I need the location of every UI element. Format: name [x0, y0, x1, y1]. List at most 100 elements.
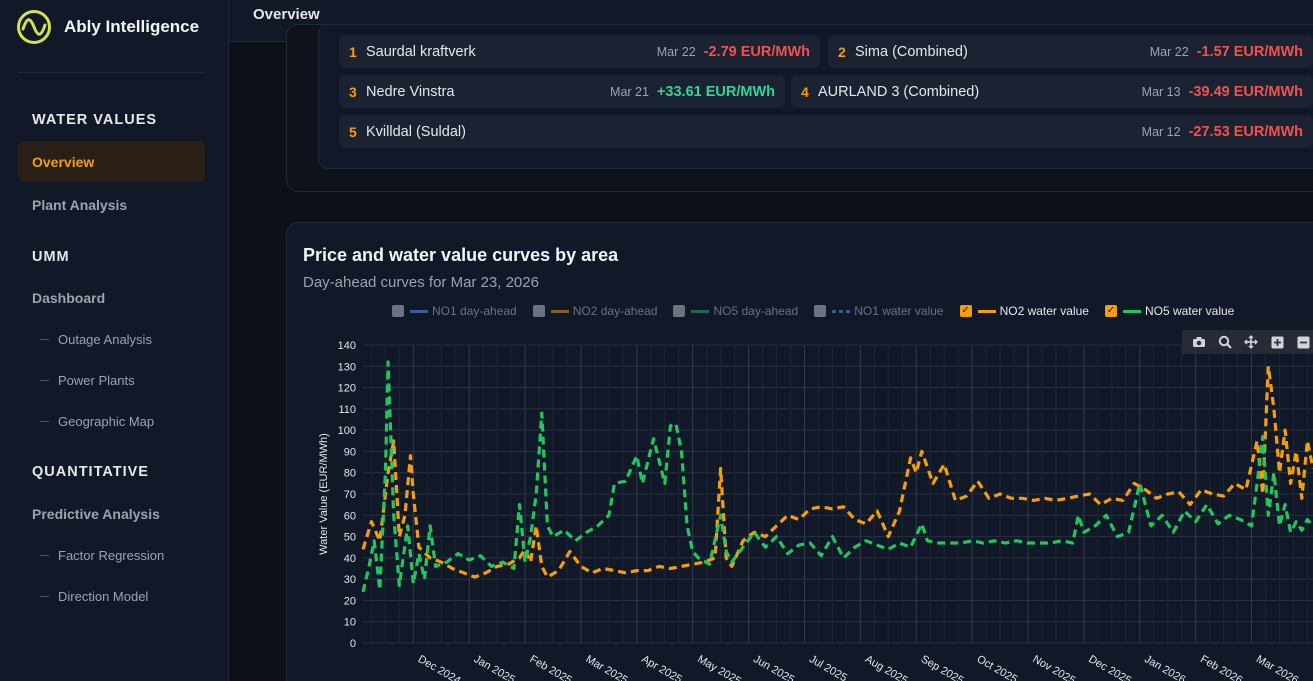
water-value-chart[interactable]: 0 10 20 30 40 50 60 70 80 90 100 110 120 130 140 Dec 20…	[300, 330, 1313, 681]
x-tick-label: Nov 2025	[1031, 653, 1078, 681]
plant-name: Nedre Vinstra	[366, 83, 455, 100]
legend-swatch	[832, 309, 851, 313]
x-tick-label: Feb 2025	[528, 653, 574, 681]
pan-icon[interactable]	[1244, 334, 1258, 350]
legend-item-no2-water-value[interactable]: ✓ NO2 water value	[959, 304, 1089, 318]
y-axis-label: Water Value (EUR/MWh)	[318, 433, 330, 555]
plant-name: AURLAND 3 (Combined)	[818, 83, 980, 100]
change-date: Mar 21	[610, 84, 649, 99]
change-value: -1.57 EUR/MWh	[1196, 43, 1303, 60]
chart-title: Price and water value curves by area	[303, 245, 619, 265]
x-tick-label: Mar 2025	[583, 653, 629, 681]
chart-legend: NO1 day-ahead NO2 day-ahead NO5 day-ahea…	[392, 304, 1250, 318]
x-tick-label: Apr 2025	[639, 653, 684, 681]
rank-number: 3	[349, 83, 357, 100]
sidebar-subitem-power-plants[interactable]: Power Plants	[40, 373, 135, 388]
sidebar-item-predictive-analysis[interactable]: Predictive Analysis	[32, 506, 160, 522]
sidebar-subitem-outage-analysis[interactable]: Outage Analysis	[40, 332, 152, 347]
legend-label: NO2 water value	[999, 304, 1089, 318]
y-tick-label: 120	[338, 383, 356, 395]
rank-number: 5	[349, 123, 357, 140]
y-tick-label: 20	[344, 595, 356, 607]
zoom-icon[interactable]	[1218, 334, 1232, 350]
legend-item-no2-day-ahead[interactable]: NO2 day-ahead	[532, 304, 657, 318]
chart-modebar	[1182, 330, 1313, 354]
checkbox[interactable]	[673, 305, 686, 317]
sidebar: Ably Intelligence WATER VALUES Overview …	[0, 0, 229, 681]
legend-item-no1-day-ahead[interactable]: NO1 day-ahead	[392, 304, 517, 318]
x-tick-label: Feb 2026	[1198, 653, 1244, 681]
rank-number: 2	[838, 43, 846, 60]
list-item[interactable]: 5 Kvilldal (Suldal) Mar 12 -27.53 EUR/MW…	[339, 115, 1313, 148]
legend-label: NO5 day-ahead	[713, 304, 799, 318]
plant-name: Saurdal kraftverk	[366, 43, 476, 60]
x-tick-label: May 2025	[695, 653, 743, 681]
list-item[interactable]: 4 AURLAND 3 (Combined) Mar 13 -39.49 EUR…	[791, 75, 1313, 108]
zoom-in-icon[interactable]	[1270, 334, 1284, 350]
x-tick-label: Jan 2025	[472, 653, 517, 681]
list-item[interactable]: 3 Nedre Vinstra Mar 21 +33.61 EUR/MWh	[339, 75, 785, 108]
y-tick-label: 110	[338, 404, 356, 416]
page-title: Overview	[253, 6, 320, 23]
sidebar-item-dashboard[interactable]: Dashboard	[32, 290, 106, 306]
y-tick-label: 90	[344, 446, 356, 458]
sidebar-item-overview[interactable]: Overview	[18, 141, 205, 182]
section-title-quantitative: QUANTITATIVE	[32, 464, 149, 480]
chart-subtitle: Day-ahead curves for Mar 23, 2026	[303, 274, 539, 291]
y-tick-label: 0	[350, 638, 356, 650]
y-tick-label: 50	[344, 532, 356, 544]
legend-label: NO1 water value	[854, 304, 944, 318]
checkbox-checked[interactable]: ✓	[1104, 305, 1117, 317]
sidebar-subitem-direction-model[interactable]: Direction Model	[40, 589, 148, 604]
series-line-no2-water-value	[361, 364, 1313, 579]
ably-logo-icon	[17, 10, 51, 44]
y-tick-label: 30	[344, 574, 356, 586]
list-item[interactable]: 2 Sima (Combined) Mar 22 -1.57 EUR/MWh	[828, 35, 1313, 68]
x-tick-label: Dec 2024	[416, 653, 463, 681]
section-title-umm: UMM	[32, 249, 70, 265]
change-value: -2.79 EUR/MWh	[703, 43, 810, 60]
legend-item-no5-day-ahead[interactable]: NO5 day-ahead	[673, 304, 798, 318]
change-value: +33.61 EUR/MWh	[656, 83, 775, 100]
change-value: -27.53 EUR/MWh	[1188, 123, 1303, 140]
list-item[interactable]: 1 Saurdal kraftverk Mar 22 -2.79 EUR/MWh	[339, 35, 820, 68]
y-tick-label: 60	[344, 510, 356, 522]
sidebar-subitem-factor-regression[interactable]: Factor Regression	[40, 548, 164, 563]
x-tick-label: Oct 2025	[975, 653, 1020, 681]
plant-name: Kvilldal (Suldal)	[366, 123, 466, 140]
rank-number: 1	[349, 43, 357, 60]
legend-item-no5-water-value[interactable]: ✓ NO5 water value	[1104, 304, 1235, 318]
checkbox-checked[interactable]: ✓	[959, 305, 972, 317]
checkbox[interactable]	[532, 305, 545, 317]
x-tick-label: Jul 2025	[807, 653, 849, 681]
legend-swatch	[977, 309, 996, 313]
y-tick-label: 130	[338, 361, 356, 373]
x-tick-label: Aug 2025	[863, 653, 910, 681]
x-tick-label: Jan 2026	[1142, 653, 1187, 681]
sidebar-subitem-geographic-map[interactable]: Geographic Map	[40, 414, 154, 429]
legend-label: NO5 water value	[1144, 304, 1235, 318]
y-tick-label: 40	[344, 553, 356, 565]
legend-label: NO1 day-ahead	[432, 304, 517, 318]
change-date: Mar 12	[1141, 124, 1181, 139]
plant-name: Sima (Combined)	[855, 43, 968, 60]
change-date: Mar 13	[1141, 84, 1181, 99]
legend-swatch	[1122, 309, 1141, 313]
series-line-no5-water-value	[361, 360, 1313, 593]
legend-item-no1-water-value[interactable]: NO1 water value	[814, 304, 944, 318]
legend-swatch	[550, 309, 569, 313]
section-title-water-values: WATER VALUES	[32, 112, 158, 128]
change-date: Mar 22	[1149, 44, 1189, 59]
change-date: Mar 22	[656, 44, 696, 59]
sidebar-item-plant-analysis[interactable]: Plant Analysis	[32, 197, 128, 213]
x-tick-label: Dec 2025	[1086, 653, 1133, 681]
camera-icon[interactable]	[1192, 334, 1206, 350]
legend-swatch	[691, 309, 710, 313]
brand[interactable]: Ably Intelligence	[16, 9, 199, 45]
checkbox[interactable]	[392, 305, 404, 317]
zoom-out-icon[interactable]	[1296, 334, 1310, 350]
checkbox[interactable]	[814, 305, 827, 317]
divider	[18, 72, 204, 73]
x-tick-label: Mar 2026	[1254, 653, 1300, 681]
y-tick-label: 70	[344, 489, 356, 501]
